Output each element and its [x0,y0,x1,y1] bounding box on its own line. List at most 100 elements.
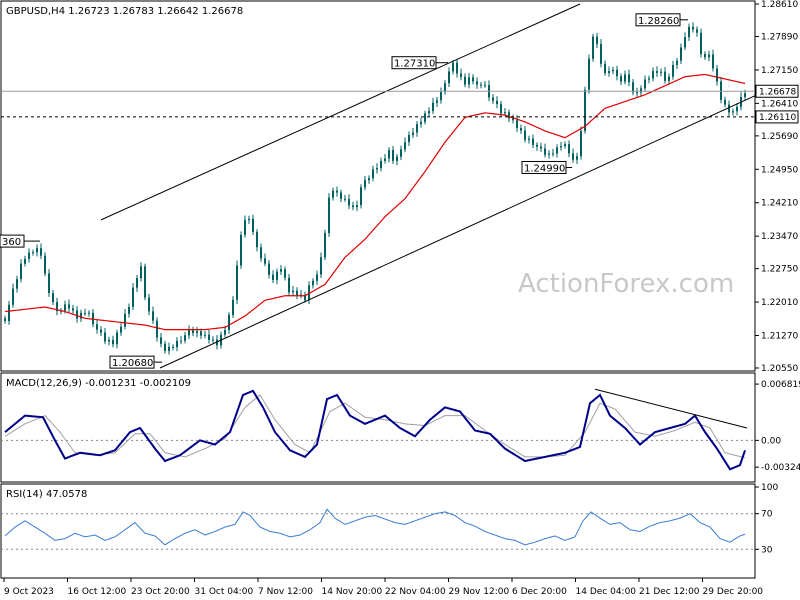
level-annotation-label: 1.24990 [524,163,565,174]
candle-body [92,312,94,325]
candle-body [400,149,402,157]
candle-body [208,334,210,340]
candle-body [668,76,670,81]
candle-body [508,112,510,119]
candle-body [28,252,30,259]
candle-body [12,288,14,305]
candle-body [276,271,278,280]
price-panel-title: GBPUSD,H4 1.26723 1.26783 1.26642 1.2667… [6,6,243,17]
candle-body [744,93,746,98]
candle-body [80,312,82,319]
candle-body [448,71,450,84]
candle-body [312,280,314,286]
candle-body [204,334,206,336]
candle-body [156,320,158,338]
candle-body [36,248,38,253]
candle-body [396,156,398,161]
candle-body [284,269,286,278]
candle-body [568,144,570,154]
candle-body [296,290,298,296]
candle-body [104,332,106,342]
rsi-axis-tick-label: 100 [761,483,778,493]
candle-body [372,169,374,179]
rsi-axis-tick-label: 30 [761,545,773,555]
macd-trendline [594,388,748,429]
time-axis-tick-label: 16 Oct 12:00 [68,587,127,597]
price-axis-tick-label: 1.26410 [761,99,798,109]
candle-body [4,318,6,322]
time-axis-tick-label: 21 Dec 12:00 [639,587,700,597]
candle-body [196,331,198,334]
candle-body [556,147,558,154]
candle-body [136,278,138,288]
candle-body [548,153,550,155]
candle-body [40,248,42,256]
candle-body [316,274,318,281]
macd-layer [1,388,755,471]
rsi-axis-tick-label: 70 [761,510,773,520]
candle-body [588,58,590,90]
time-axis-tick-label: 31 Oct 04:00 [195,587,254,597]
candle-body [76,310,78,319]
candle-body [192,329,194,334]
macd-panel-title: MACD(12,26,9) -0.001231 -0.002109 [6,378,191,389]
candle-body [16,279,18,289]
candle-body [688,26,690,38]
candle-body [112,339,114,345]
candle-body [328,197,330,234]
current-price-label: 1.26678 [759,87,796,97]
level-annotation-label: 1.20680 [112,358,153,369]
candle-body [200,331,202,336]
candle-body [640,88,642,93]
candle-body [116,332,118,345]
candle-body [428,111,430,114]
candle-body [240,234,242,266]
candle-body [100,329,102,333]
candle-body [152,311,154,321]
time-axis-tick-label: 7 Nov 12:00 [258,587,313,597]
candle-body [420,121,422,125]
candle-body [600,43,602,64]
candle-body [596,36,598,44]
candle-body [24,258,26,264]
candle-body [684,37,686,48]
candle-body [500,104,502,114]
candle-body [348,199,350,206]
candle-body [660,71,662,73]
price-axis-tick-label: 1.27150 [761,66,798,76]
candle-body [496,100,498,105]
watermark: ActionForex.com [518,269,734,299]
current-price-box [755,84,799,98]
candle-body [584,89,586,131]
candle-body [252,218,254,232]
candle-body [620,76,622,82]
candle-body [392,150,394,161]
level-annotation-label: 1.27310 [394,59,435,70]
time-axis-tick-label: 22 Nov 04:00 [385,587,446,597]
time-axis-tick-label: 23 Oct 20:00 [131,587,190,597]
candle-body [364,180,366,188]
candle-body [608,71,610,74]
candle-body [720,81,722,100]
candle-body [164,343,166,351]
candle-body [404,142,406,150]
dashed-price-box [755,110,799,124]
price-axis-tick-label: 1.24210 [761,199,798,209]
candle-body [160,337,162,344]
candle-body [736,106,738,112]
candle-body [64,304,66,311]
rsi-layer [1,508,755,550]
candle-body [280,269,282,272]
candle-body [664,71,666,81]
candle-body [480,84,482,86]
candle-body [20,263,22,280]
candle-body [612,69,614,72]
candle-body [616,69,618,77]
candle-body [292,290,294,293]
candle-body [368,178,370,181]
candle-body [412,132,414,135]
candle-body [176,340,178,348]
candle-body [352,205,354,208]
candle-body [332,190,334,198]
